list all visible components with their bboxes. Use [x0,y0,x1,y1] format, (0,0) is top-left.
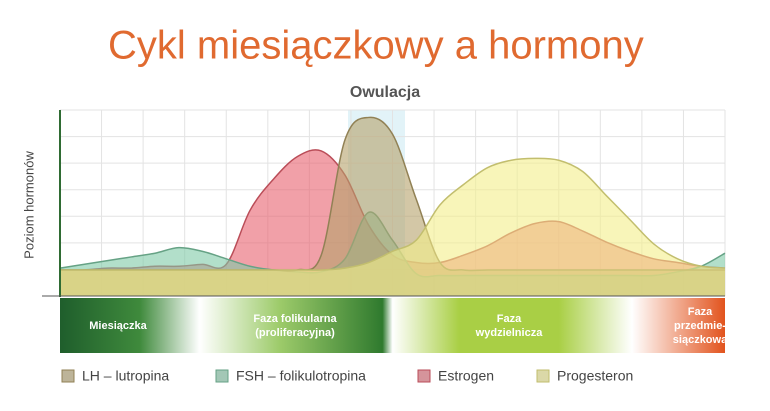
annotation: Owulacja [350,84,420,101]
phase-label: Faza folikularna [253,313,337,325]
area [60,158,725,296]
area [60,117,725,296]
phase-label: Faza [497,313,522,325]
line [60,157,726,271]
legend-label: FSH – folikulotropina [236,368,366,384]
legend-swatch [417,369,431,383]
phase-label: (proliferacyjna) [255,327,335,339]
y-axis-label: Poziom hormonów [21,151,36,259]
legend-swatch [215,369,229,383]
legend: LH – lutropina FSH – folikulotropina Estro… [61,368,633,384]
phase-bar [60,298,725,353]
legend-label: Estrogen [438,368,494,384]
legend-label: Progesteron [557,368,633,384]
phase-label: wydzielnicza [475,327,544,339]
phase-label: siączkowa [673,334,728,346]
chart-title: Cykl miesiączkowy a hormony [108,24,644,68]
legend-swatch [61,369,75,383]
legend-swatch [536,369,550,383]
phase-label: przedmie- [674,320,726,332]
legend-label: LH – lutropina [82,368,169,384]
phase-label: Miesiączka [89,320,147,332]
phase-label: Faza [688,306,713,318]
areas [59,116,726,296]
phases: Miesiączka Faza folikularna (proliferacyjn… [89,306,728,346]
